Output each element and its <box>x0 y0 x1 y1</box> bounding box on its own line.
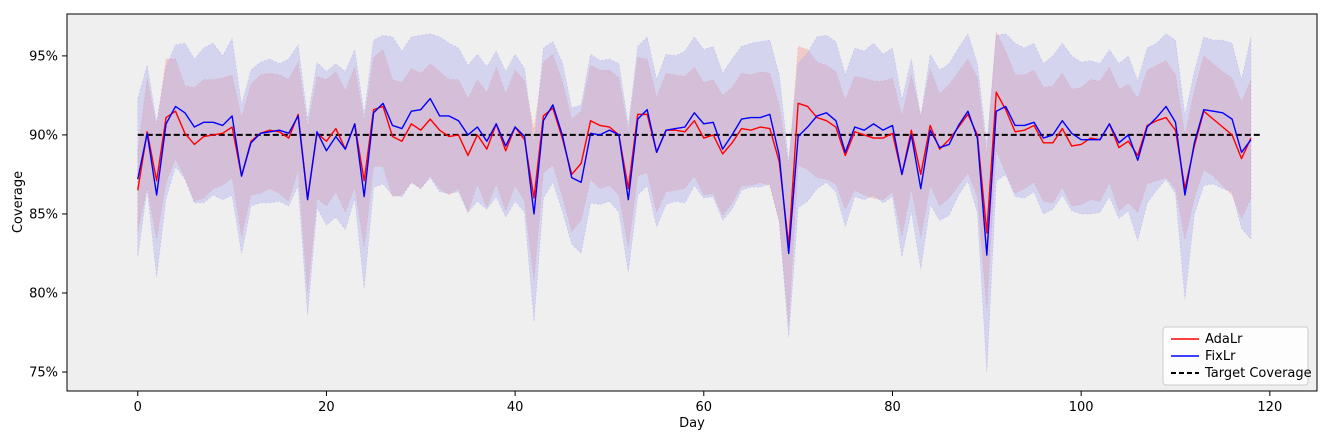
legend: AdaLr FixLr Target Coverage <box>1162 326 1312 386</box>
plot-background <box>67 14 1317 391</box>
series-line-adalr <box>137 91 1252 247</box>
x-tick-label: 100 <box>1069 400 1094 415</box>
y-tick-label: 75% <box>29 366 58 381</box>
y-tick-label: 95% <box>29 49 58 64</box>
legend-box <box>1162 326 1309 386</box>
legend-label-target: Target Coverage <box>1204 366 1312 381</box>
band-fixlr <box>137 33 1252 373</box>
y-axis-label: Coverage <box>11 171 26 233</box>
x-axis-label: Day <box>679 416 705 431</box>
confidence-bands <box>137 31 1252 373</box>
x-axis-ticks: 0 20 40 60 80 100 120 <box>134 391 1282 415</box>
y-tick-label: 85% <box>29 207 58 222</box>
y-axis-ticks: 75% 80% 85% 90% 95% <box>29 49 67 381</box>
y-tick-label: 80% <box>29 286 58 301</box>
x-tick-label: 80 <box>884 400 901 415</box>
series-line-fixlr <box>137 97 1252 256</box>
legend-label-fixlr: FixLr <box>1205 349 1236 364</box>
plot-frame <box>66 13 1318 392</box>
x-tick-label: 120 <box>1257 400 1282 415</box>
x-tick-label: 0 <box>134 400 142 415</box>
x-tick-label: 40 <box>507 400 524 415</box>
legend-label-adalr: AdaLr <box>1205 332 1243 347</box>
x-tick-label: 20 <box>318 400 335 415</box>
x-tick-label: 60 <box>696 400 713 415</box>
y-tick-label: 90% <box>29 128 58 143</box>
series-lines <box>137 91 1252 256</box>
